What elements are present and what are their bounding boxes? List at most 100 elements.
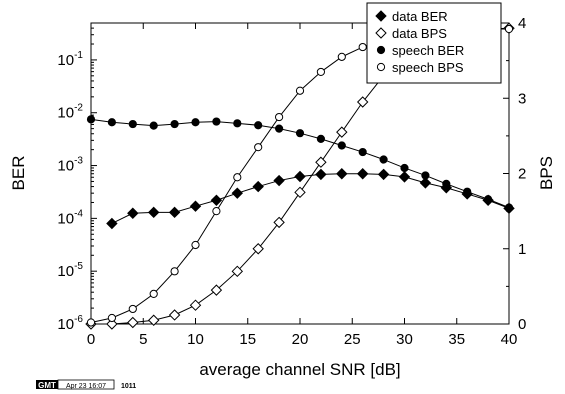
speech-ber-point xyxy=(170,119,179,129)
data-ber-point xyxy=(189,200,202,212)
data-bps-point xyxy=(252,243,264,255)
x-tick-label: 30 xyxy=(396,331,413,348)
speech-ber-point xyxy=(233,119,242,128)
data-ber-point xyxy=(315,168,327,181)
speech-bps-point xyxy=(107,313,117,323)
y-left-tick-label: 10-2 xyxy=(57,103,83,122)
speech-bps-point xyxy=(254,143,263,152)
y-right-tick-label: 4 xyxy=(518,15,526,32)
footer-date-box xyxy=(57,379,115,390)
legend-label: speech BER xyxy=(392,43,464,58)
legend: data BER data BPS speech BER speech BPS xyxy=(366,2,502,84)
legend-marker xyxy=(376,62,386,72)
speech-ber-point xyxy=(275,124,284,133)
y-left-tick-label: 10-6 xyxy=(57,314,83,333)
speech-ber-point xyxy=(504,203,514,212)
data-bps-point xyxy=(168,309,181,321)
x-tick-label: 0 xyxy=(87,331,95,348)
x-tick-label: 15 xyxy=(239,331,256,348)
data-ber-point xyxy=(419,177,432,189)
data-ber-point xyxy=(336,168,348,180)
speech-bps-point xyxy=(358,42,367,52)
y-left-tick-label: 10-5 xyxy=(57,261,83,280)
legend-label: data BPS xyxy=(392,26,447,41)
speech-ber-point xyxy=(86,115,96,124)
data-ber-point xyxy=(231,187,244,199)
speech-ber-point xyxy=(107,118,117,127)
speech-ber-point xyxy=(484,195,493,204)
speech-bps-point xyxy=(337,52,346,61)
footer-badge-bg xyxy=(36,380,58,389)
speech-ber-point xyxy=(128,119,137,129)
speech-ber-point xyxy=(463,187,472,196)
speech-ber-point xyxy=(295,129,305,138)
speech-ber-point xyxy=(442,179,451,188)
data-bps-point xyxy=(294,186,306,199)
speech-ber-point xyxy=(379,155,388,164)
y-left-tick-label: 10-1 xyxy=(57,50,83,69)
axis-ticks xyxy=(90,22,510,325)
legend-box xyxy=(366,2,502,84)
data-ber-point xyxy=(147,206,160,219)
data-bps-point xyxy=(147,314,160,326)
speech-bps-point xyxy=(128,304,137,314)
data-bps-point xyxy=(210,284,223,296)
data-bps-point xyxy=(231,265,244,278)
x-tick-label: 25 xyxy=(344,331,361,348)
speech-ber-point xyxy=(400,163,409,173)
speech-ber-point xyxy=(358,147,367,157)
speech-bps-point xyxy=(316,67,325,77)
y-right-tick-label: 1 xyxy=(518,241,526,258)
speech-ber-point xyxy=(191,118,200,127)
footer-badge: GMT xyxy=(38,381,56,390)
data-ber-point xyxy=(377,168,390,181)
speech-bps-point xyxy=(233,173,242,182)
legend-entries: data BER data BPS speech BER speech BPS xyxy=(375,9,464,75)
data-bps-point xyxy=(315,156,327,168)
data-ber-line xyxy=(111,173,510,224)
y-axis-left-label: BER xyxy=(9,156,28,191)
data-ber-point xyxy=(356,168,369,180)
data-ber-point xyxy=(127,207,139,219)
speech-bps-point xyxy=(295,86,305,95)
data-ber-point xyxy=(210,194,223,206)
legend-label: speech BPS xyxy=(392,60,464,75)
footer-date: Apr 23 16:07 xyxy=(66,383,106,390)
data-ber-point xyxy=(252,180,264,193)
y-left-tick-label: 10-3 xyxy=(57,156,83,175)
x-tick-label: 40 xyxy=(501,331,518,348)
data-bps-point xyxy=(127,316,139,329)
speech-bps-point xyxy=(86,318,96,327)
legend-marker xyxy=(375,10,387,22)
speech-bps-point xyxy=(191,240,200,250)
speech-ber-point xyxy=(316,134,325,143)
footer-code: 1011 xyxy=(121,383,136,390)
data-bps-point xyxy=(356,96,369,108)
speech-ber-point xyxy=(337,141,346,150)
footer-stamp: GMT Apr 23 16:07 1011 xyxy=(36,379,136,390)
legend-marker xyxy=(375,27,387,39)
speech-bps-point xyxy=(212,207,221,216)
data-ber-point xyxy=(106,217,118,230)
speech-ber-point xyxy=(254,121,263,130)
tick-labels: 0 5 10 15 20 25 30 35 4010-610-510-410-310-210-1… xyxy=(57,15,526,348)
speech-bps-point xyxy=(149,289,158,298)
y-axis-right-label: BPS xyxy=(537,156,556,190)
speech-bps-point xyxy=(504,24,514,34)
data-bps-point xyxy=(273,216,285,229)
data-ber-point xyxy=(273,174,285,187)
data-ber-point xyxy=(398,171,411,183)
data-ber-point xyxy=(294,170,306,183)
x-tick-label: 35 xyxy=(448,331,465,348)
data-bps-point xyxy=(336,126,348,138)
x-tick-label: 5 xyxy=(139,331,147,348)
speech-ber-point xyxy=(421,171,430,180)
data-bps-point xyxy=(106,318,118,330)
y-left-tick-label: 10-4 xyxy=(57,208,83,227)
data-bps-point xyxy=(189,299,202,311)
x-axis-label: average channel SNR [dB] xyxy=(199,360,400,379)
y-right-tick-label: 3 xyxy=(518,90,526,107)
speech-bps-point xyxy=(275,112,284,122)
speech-ber-point xyxy=(212,117,221,126)
